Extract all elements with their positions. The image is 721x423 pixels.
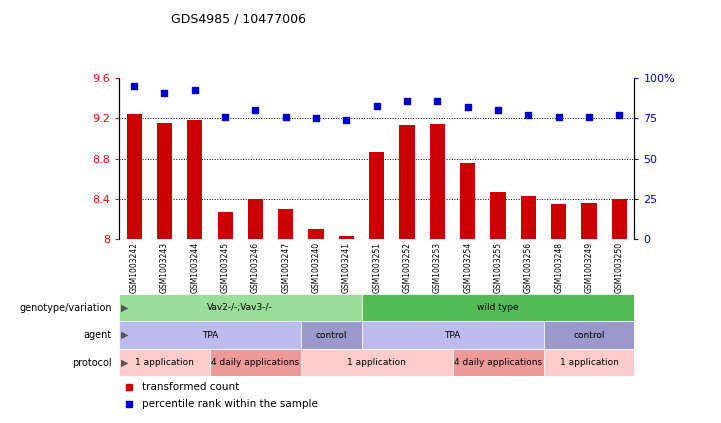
Point: [371, 102, 382, 109]
Bar: [611, 199, 627, 239]
Text: 4 daily applications: 4 daily applications: [211, 358, 299, 367]
Point: [219, 113, 231, 120]
Bar: [119, 321, 301, 349]
Text: ▶: ▶: [121, 303, 128, 313]
Text: ▶: ▶: [121, 358, 128, 368]
Point: [432, 97, 443, 104]
Bar: [218, 212, 233, 239]
Text: GSM1003255: GSM1003255: [493, 242, 503, 293]
Bar: [210, 349, 301, 376]
Text: 4 daily applications: 4 daily applications: [454, 358, 542, 367]
Text: GSM1003245: GSM1003245: [221, 242, 229, 293]
Bar: [544, 321, 634, 349]
Point: [523, 112, 534, 118]
Text: 1 application: 1 application: [135, 358, 194, 367]
Text: GSM1003241: GSM1003241: [342, 242, 351, 293]
Bar: [399, 126, 415, 239]
Bar: [339, 236, 354, 239]
Text: genotype/variation: genotype/variation: [19, 303, 112, 313]
Text: GSM1003252: GSM1003252: [402, 242, 412, 293]
Point: [280, 113, 291, 120]
Text: GSM1003244: GSM1003244: [190, 242, 199, 293]
Point: [583, 113, 595, 120]
Text: GDS4985 / 10477006: GDS4985 / 10477006: [170, 12, 306, 25]
Bar: [369, 151, 384, 239]
Bar: [157, 124, 172, 239]
Text: GSM1003248: GSM1003248: [554, 242, 563, 293]
Text: GSM1003256: GSM1003256: [524, 242, 533, 293]
Point: [492, 107, 504, 114]
Bar: [361, 294, 634, 321]
Text: Vav2-/-;Vav3-/-: Vav2-/-;Vav3-/-: [208, 303, 273, 312]
Bar: [309, 229, 324, 239]
Text: TPA: TPA: [202, 331, 218, 340]
Bar: [119, 294, 361, 321]
Bar: [453, 349, 544, 376]
Bar: [521, 196, 536, 239]
Text: GSM1003247: GSM1003247: [281, 242, 291, 293]
Bar: [248, 199, 263, 239]
Text: transformed count: transformed count: [142, 382, 239, 392]
Point: [128, 83, 140, 90]
Text: GSM1003254: GSM1003254: [463, 242, 472, 293]
Text: agent: agent: [84, 330, 112, 340]
Bar: [361, 321, 544, 349]
Bar: [127, 114, 142, 239]
Bar: [301, 321, 361, 349]
Text: TPA: TPA: [444, 331, 461, 340]
Point: [159, 89, 170, 96]
Bar: [430, 124, 445, 239]
Point: [614, 112, 625, 118]
Text: ▶: ▶: [121, 330, 128, 340]
Point: [249, 107, 261, 114]
Point: [553, 113, 565, 120]
Point: [402, 97, 413, 104]
Text: wild type: wild type: [477, 303, 519, 312]
Text: GSM1003253: GSM1003253: [433, 242, 442, 293]
Text: GSM1003242: GSM1003242: [130, 242, 138, 293]
Bar: [460, 163, 475, 239]
Text: GSM1003250: GSM1003250: [615, 242, 624, 293]
Text: GSM1003249: GSM1003249: [585, 242, 593, 293]
Text: control: control: [573, 331, 605, 340]
Bar: [301, 349, 453, 376]
Text: control: control: [316, 331, 347, 340]
Bar: [490, 192, 505, 239]
Point: [340, 117, 352, 124]
Bar: [581, 203, 596, 239]
Bar: [119, 349, 210, 376]
Text: 1 application: 1 application: [348, 358, 406, 367]
Bar: [544, 349, 634, 376]
Point: [189, 86, 200, 93]
Text: protocol: protocol: [72, 358, 112, 368]
Bar: [551, 204, 566, 239]
Point: [310, 115, 322, 122]
Text: GSM1003243: GSM1003243: [160, 242, 169, 293]
Text: GSM1003240: GSM1003240: [311, 242, 321, 293]
Point: [462, 104, 474, 110]
Text: 1 application: 1 application: [559, 358, 619, 367]
Bar: [278, 209, 293, 239]
Bar: [187, 121, 203, 239]
Text: GSM1003251: GSM1003251: [372, 242, 381, 293]
Text: percentile rank within the sample: percentile rank within the sample: [142, 399, 318, 409]
Text: GSM1003246: GSM1003246: [251, 242, 260, 293]
